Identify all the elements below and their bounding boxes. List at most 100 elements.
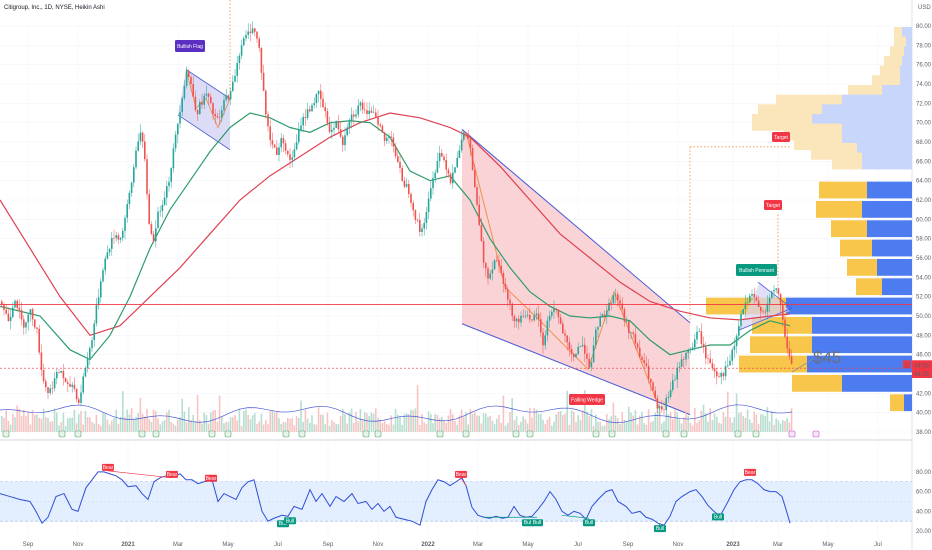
volume-bar (317, 407, 320, 432)
volume-bar (245, 409, 247, 432)
candle-body (128, 192, 131, 205)
candle-body (69, 383, 71, 387)
volume-bar (386, 424, 388, 432)
candle-body (133, 167, 135, 183)
rsi-pane[interactable]: 80.00 60.00 40.00 20.00 Bear Bear Bear Bear Bear… (0, 463, 932, 535)
candle-body (47, 387, 49, 393)
volume-bar (397, 414, 399, 432)
candle-body (564, 333, 566, 336)
candle-body (139, 132, 142, 142)
candle-body (740, 314, 742, 326)
volume-bar (434, 413, 436, 432)
volume-bar (573, 411, 575, 432)
volume-bar (383, 421, 386, 432)
candle-body (777, 288, 780, 295)
volume-bar (643, 423, 645, 432)
time-tick-label: Mar (173, 542, 183, 548)
candle-body (203, 95, 205, 105)
event-marker (512, 430, 520, 438)
volume-bar (544, 424, 546, 432)
candle-body (144, 141, 146, 160)
volume-bar (533, 408, 535, 432)
volume-bar (355, 411, 357, 432)
volume-bar (412, 410, 414, 432)
volume-bar (755, 414, 758, 432)
rsi-bear-label: Bear (103, 465, 114, 471)
candle-body (227, 95, 230, 100)
candle-body (727, 365, 729, 367)
candle-body (496, 260, 498, 261)
candle-body (454, 167, 456, 173)
candle-body (36, 327, 38, 329)
volume-bar (669, 412, 672, 432)
candle-body (524, 315, 527, 317)
candle-body (718, 376, 720, 377)
candle-body (746, 302, 749, 304)
volume-bar (586, 411, 588, 432)
volume-bar (559, 411, 562, 432)
volume-bar (447, 415, 450, 432)
candle-body (212, 102, 214, 114)
candle-body (529, 315, 531, 320)
candle-body (243, 38, 245, 46)
volume-bar (141, 413, 144, 432)
volume-profile-bar (812, 336, 912, 354)
falling-wedge-fill (462, 129, 690, 415)
price-tick-label: 50.00 (916, 314, 932, 320)
candle-body (414, 210, 417, 220)
volume-bar (346, 423, 348, 432)
volume-bar (337, 424, 340, 432)
candle-body (766, 303, 769, 312)
volume-bar (75, 423, 78, 432)
time-tick-label: Jul (874, 542, 882, 548)
volume-bar (91, 421, 93, 432)
volume-bar (271, 409, 274, 432)
volume-bar (779, 423, 782, 432)
volume-bar (553, 421, 555, 432)
volume-bar (232, 417, 234, 432)
flag-lower-line (177, 114, 231, 151)
volume-bar (656, 396, 659, 432)
rsi-bull-label: Bull (524, 520, 532, 526)
volume-bar (566, 390, 568, 432)
candle-body (412, 202, 414, 211)
candle-body (751, 294, 753, 296)
candle-body (590, 362, 593, 368)
candle-body (401, 168, 403, 181)
candle-body (58, 372, 60, 373)
volume-bar (364, 412, 366, 432)
volume-bar (749, 419, 751, 432)
volume-bar (144, 416, 146, 432)
candle-body (443, 156, 445, 161)
volume-bar (280, 424, 282, 432)
candle-body (185, 71, 188, 86)
candle-body (84, 368, 87, 377)
volume-bar (260, 413, 263, 432)
volume-bar (790, 408, 793, 432)
volume-bar (51, 421, 54, 432)
volume-profile-bar (862, 200, 912, 218)
volume-profile-bar (904, 394, 912, 412)
price-axis[interactable]: 80.00 78.00 76.00 74.00 72.00 70.00 68.00 66.00… (903, 24, 932, 436)
time-axis[interactable]: Sep Nov 2021 Mar May Jul Sep Nov 2022 Mar May Jul Se… (23, 542, 882, 548)
price-tick-label: 54.00 (916, 275, 932, 281)
volume-bar (454, 420, 456, 432)
candle-body (337, 121, 340, 130)
price-tick-label: 80.00 (916, 24, 932, 30)
rsi-bear-label: Bear (206, 476, 217, 482)
volume-bar (392, 424, 395, 432)
volume-bar (676, 412, 678, 432)
volume-bar (423, 422, 425, 432)
candle-body (771, 291, 773, 298)
candle-body (254, 28, 256, 32)
volume-bar (359, 408, 362, 432)
candle-body (177, 123, 179, 135)
volume-bar (707, 421, 709, 432)
volume-bar (757, 423, 760, 432)
event-marker (592, 430, 600, 438)
volume-bar (27, 412, 29, 432)
candle-body (172, 148, 175, 169)
time-tick-label: 2022 (421, 542, 435, 548)
candle-body (317, 90, 320, 95)
